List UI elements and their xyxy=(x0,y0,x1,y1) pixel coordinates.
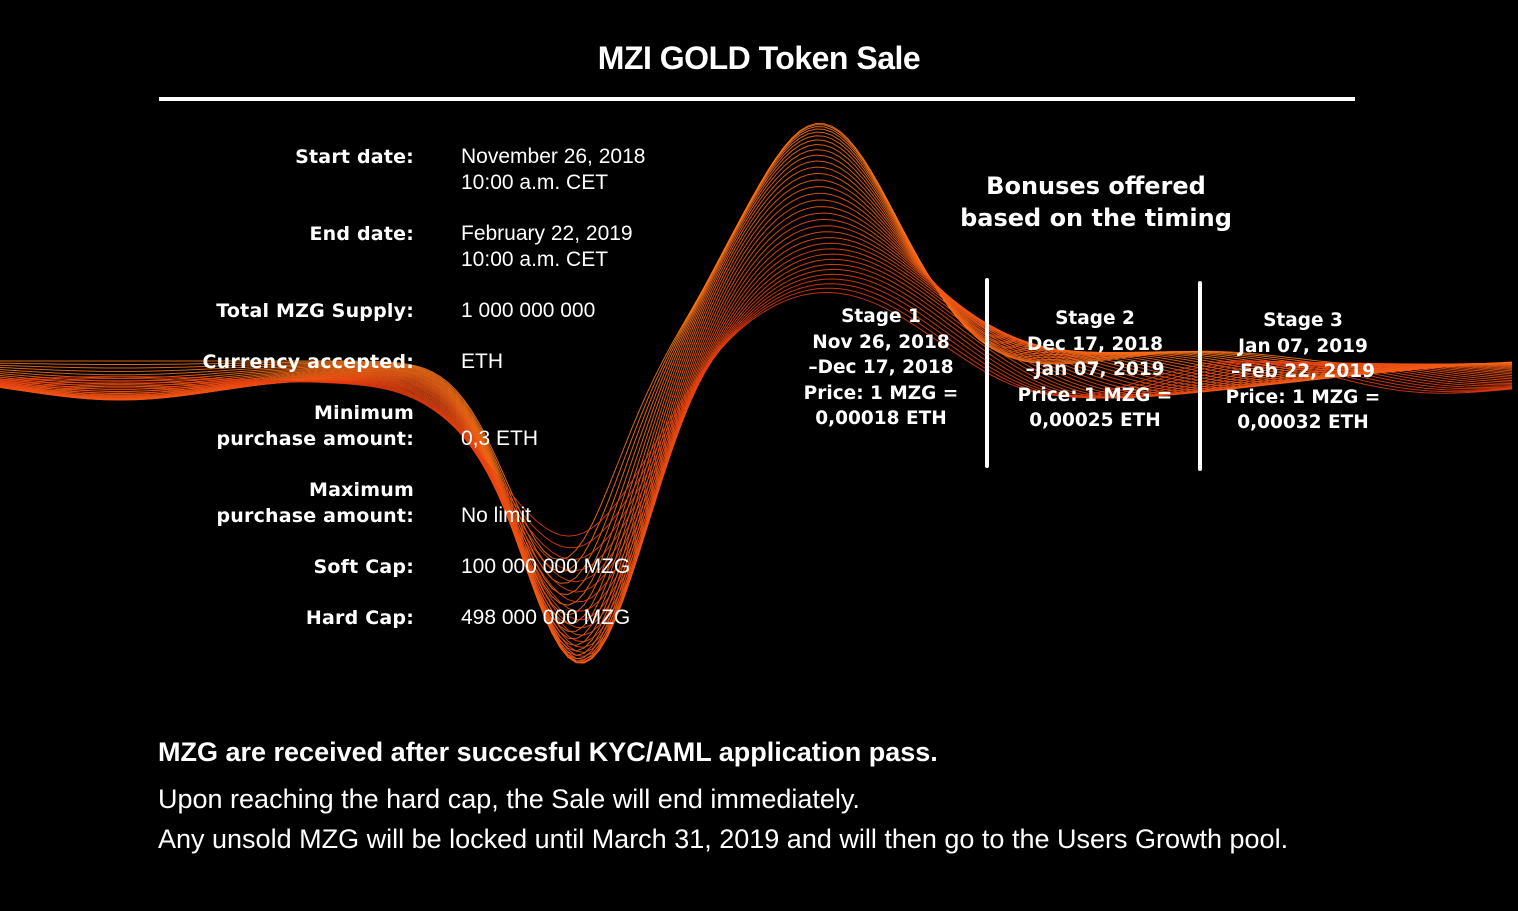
hard-cap-value: 498 000 000 MZG xyxy=(461,606,631,629)
total-supply-value: 1 000 000 000 xyxy=(461,299,596,322)
hard-cap-note: Upon reaching the hard cap, the Sale wil… xyxy=(158,784,860,814)
kyc-note: MZG are received after succesful KYC/AML… xyxy=(158,737,938,767)
wave-line xyxy=(0,287,1513,549)
soft-cap-value: 100 000 000 MZG xyxy=(461,555,631,578)
unsold-tokens-note: Any unsold MZG will be locked until Marc… xyxy=(158,824,1289,854)
wave-line xyxy=(0,263,1513,603)
stage-1: Stage 1 Nov 26, 2018 –Dec 17, 2018 Price… xyxy=(803,306,959,429)
minimum-purchase-label: Minimum purchase amount: xyxy=(216,402,414,450)
wave-line xyxy=(0,143,1513,632)
stage-3: Stage 3 Jan 07, 2019 –Feb 22, 2019 Price… xyxy=(1225,310,1381,433)
wave-line xyxy=(0,268,1513,593)
wave-line xyxy=(0,258,1513,612)
end-date-value: February 22, 2019 10:00 a.m. CET xyxy=(461,222,633,271)
maximum-purchase-value: No limit xyxy=(461,504,532,527)
hard-cap-label: Hard Cap: xyxy=(305,607,414,629)
wave-line xyxy=(0,160,1513,652)
start-date-value: November 26, 2018 10:00 a.m. CET xyxy=(461,145,646,194)
stage-2: Stage 2 Dec 17, 2018 –Jan 07, 2019 Price… xyxy=(1017,308,1173,431)
soft-cap-label: Soft Cap: xyxy=(313,556,414,578)
wave-line xyxy=(0,291,1513,537)
start-date-label: Start date: xyxy=(295,146,414,168)
currency-value: ETH xyxy=(461,350,503,373)
end-date-label: End date: xyxy=(309,223,414,245)
minimum-purchase-value: 0,3 ETH xyxy=(461,427,539,450)
total-supply-label: Total MZG Supply: xyxy=(216,300,414,322)
bonus-heading: Bonuses offered based on the timing xyxy=(960,172,1232,232)
title-underline xyxy=(159,97,1355,101)
wave-line xyxy=(0,154,1512,647)
stage-divider-1 xyxy=(985,278,989,468)
maximum-purchase-label: Maximum purchase amount: xyxy=(216,479,414,527)
stage-divider-2 xyxy=(1198,281,1202,471)
wave-line xyxy=(0,149,1513,640)
page-title: MZI GOLD Token Sale xyxy=(597,40,921,76)
wave-line xyxy=(0,273,1513,583)
currency-label: Currency accepted: xyxy=(202,351,414,373)
